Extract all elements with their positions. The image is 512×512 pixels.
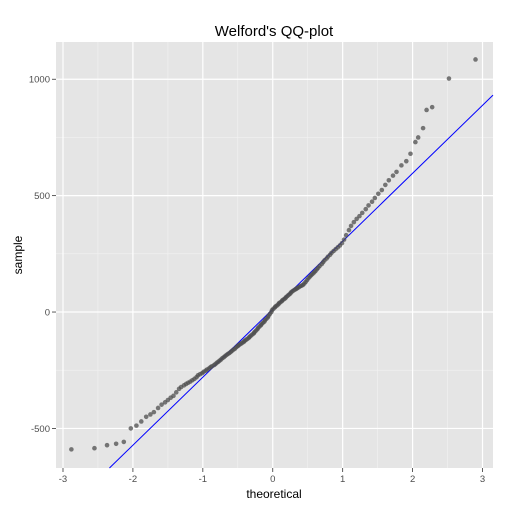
x-tick-label: -3 — [59, 474, 67, 485]
data-point — [446, 76, 452, 81]
data-point — [372, 195, 378, 201]
data-point — [369, 199, 375, 204]
data-point — [354, 216, 359, 222]
data-point — [379, 187, 385, 193]
data-point — [359, 210, 365, 216]
data-point — [413, 139, 418, 145]
x-tick-label: -2 — [129, 474, 137, 485]
y-tick-label: 1000 — [29, 75, 50, 86]
x-tick-label: 0 — [270, 474, 275, 485]
data-point — [148, 412, 153, 417]
data-point — [341, 237, 347, 242]
data-point — [128, 426, 134, 431]
y-tick-label: 0 — [45, 308, 50, 319]
y-axis-ticks: -500 0 500 1000 — [29, 75, 56, 435]
data-point — [343, 232, 349, 238]
major-gridlines — [56, 42, 493, 468]
data-point — [429, 104, 435, 110]
data-point — [171, 393, 176, 399]
data-point — [134, 423, 139, 428]
data-point — [339, 240, 345, 246]
data-point — [399, 163, 404, 168]
data-point — [348, 223, 354, 229]
reference-line — [109, 94, 494, 469]
data-point — [346, 227, 352, 233]
data-point — [121, 439, 127, 445]
data-point — [376, 191, 381, 197]
data-point — [366, 203, 371, 208]
chart-title: Welford's QQ-plot — [215, 23, 334, 40]
data-point — [473, 57, 478, 62]
data-point — [113, 441, 119, 447]
data-point — [159, 402, 164, 407]
data-point — [363, 206, 369, 212]
data-point — [394, 169, 399, 175]
data-point — [151, 409, 157, 415]
y-tick-label: 500 — [34, 191, 50, 202]
x-tick-label: -1 — [199, 474, 207, 485]
data-point — [351, 219, 357, 225]
data-point — [383, 182, 388, 188]
y-tick-label: -500 — [31, 424, 50, 435]
data-point — [420, 125, 426, 131]
data-point — [173, 390, 179, 395]
data-point — [155, 405, 161, 411]
data-point — [143, 414, 149, 420]
data-point — [139, 419, 144, 424]
x-tick-label: 2 — [410, 474, 415, 485]
x-axis-ticks: -3 -2 -1 0 1 2 3 — [59, 468, 485, 485]
data-point — [104, 442, 110, 448]
reference-line-group — [109, 94, 494, 469]
plot-panel — [56, 42, 493, 468]
data-point — [386, 177, 392, 183]
x-axis-title: theoretical — [246, 487, 301, 501]
data-point — [415, 135, 421, 140]
data-point — [424, 107, 429, 113]
x-tick-label: 3 — [480, 474, 485, 485]
data-point — [403, 158, 409, 164]
data-point — [357, 213, 362, 219]
data-point — [92, 445, 97, 451]
data-point — [390, 173, 396, 178]
data-point — [69, 447, 74, 452]
data-point — [408, 151, 413, 157]
x-tick-label: 1 — [340, 474, 345, 485]
y-axis-title: sample — [11, 235, 25, 274]
data-points — [69, 57, 478, 452]
